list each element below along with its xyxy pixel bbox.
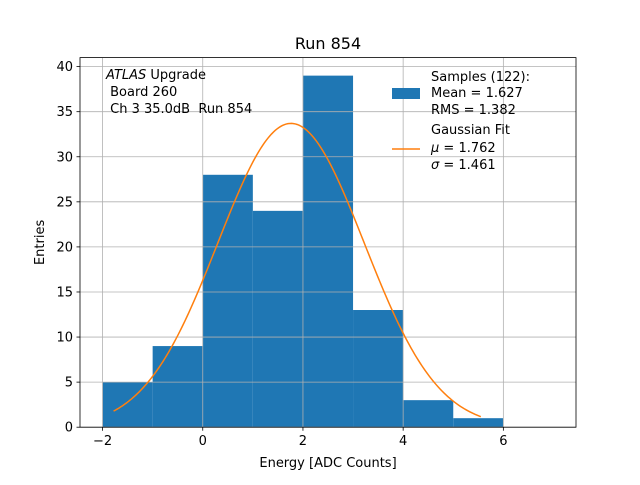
legend-samples-line-1: Samples (122): — [431, 70, 530, 85]
annotation-experiment-suffix: Upgrade — [146, 68, 206, 83]
grid — [80, 57, 576, 428]
annotation-box: ATLAS Upgrade Board 260 Ch 3 35.0dB Run … — [105, 68, 252, 117]
y-axis-label: Entries — [33, 220, 48, 266]
y-tick-label: 10 — [56, 331, 73, 346]
fit-curve — [113, 122, 482, 418]
histogram-bar — [453, 418, 504, 428]
annotation-experiment: ATLAS — [105, 68, 146, 83]
histogram-bar — [403, 400, 454, 428]
y-tick-label: 40 — [56, 60, 73, 75]
x-axis-ticks: −2 0 2 4 6 — [93, 427, 507, 449]
legend-fit-line-2: μ = 1.762 — [430, 141, 496, 156]
y-tick-label: 5 — [65, 376, 73, 391]
y-tick-label: 20 — [56, 240, 73, 255]
legend-sigma-symbol: σ — [431, 158, 440, 173]
annotation-line-1: ATLAS Upgrade — [105, 68, 206, 83]
legend-mu-symbol: μ — [430, 141, 439, 156]
histogram-bar — [102, 382, 153, 428]
legend-mu-value: = 1.762 — [439, 141, 495, 156]
histogram-bar — [202, 174, 253, 428]
histogram-bar — [252, 210, 303, 428]
legend-fit-line-1: Gaussian Fit — [431, 123, 510, 138]
histogram-bar — [152, 346, 203, 428]
x-tick-label: −2 — [93, 434, 112, 449]
legend-swatch-samples — [392, 88, 420, 99]
y-tick-label: 15 — [56, 285, 73, 300]
y-tick-label: 35 — [56, 105, 73, 120]
annotation-line-2: Board 260 — [106, 85, 177, 100]
x-tick-label: 4 — [399, 434, 407, 449]
legend-sigma-value: = 1.461 — [439, 158, 495, 173]
legend-fit-line-3: σ = 1.461 — [431, 158, 496, 173]
legend-samples-line-3: RMS = 1.382 — [431, 103, 516, 118]
x-tick-label: 0 — [199, 434, 207, 449]
plot-frame — [79, 57, 577, 428]
chart-title: Run 854 — [295, 34, 361, 53]
legend: Samples (122): Mean = 1.627 RMS = 1.382 … — [392, 70, 530, 173]
y-tick-label: 25 — [56, 195, 73, 210]
histogram-bar — [353, 310, 404, 428]
gaussian-fit — [113, 122, 482, 418]
histogram-bar — [302, 75, 354, 428]
y-tick-label: 30 — [56, 150, 73, 165]
x-axis-label: Energy [ADC Counts] — [259, 456, 396, 471]
x-tick-label: 6 — [499, 434, 507, 449]
y-axis-ticks: 0 5 10 15 20 25 30 35 40 — [56, 60, 80, 436]
y-tick-label: 0 — [65, 421, 73, 436]
legend-samples-line-2: Mean = 1.627 — [431, 86, 523, 101]
annotation-line-3: Ch 3 35.0dB Run 854 — [106, 102, 252, 117]
x-tick-label: 2 — [299, 434, 307, 449]
